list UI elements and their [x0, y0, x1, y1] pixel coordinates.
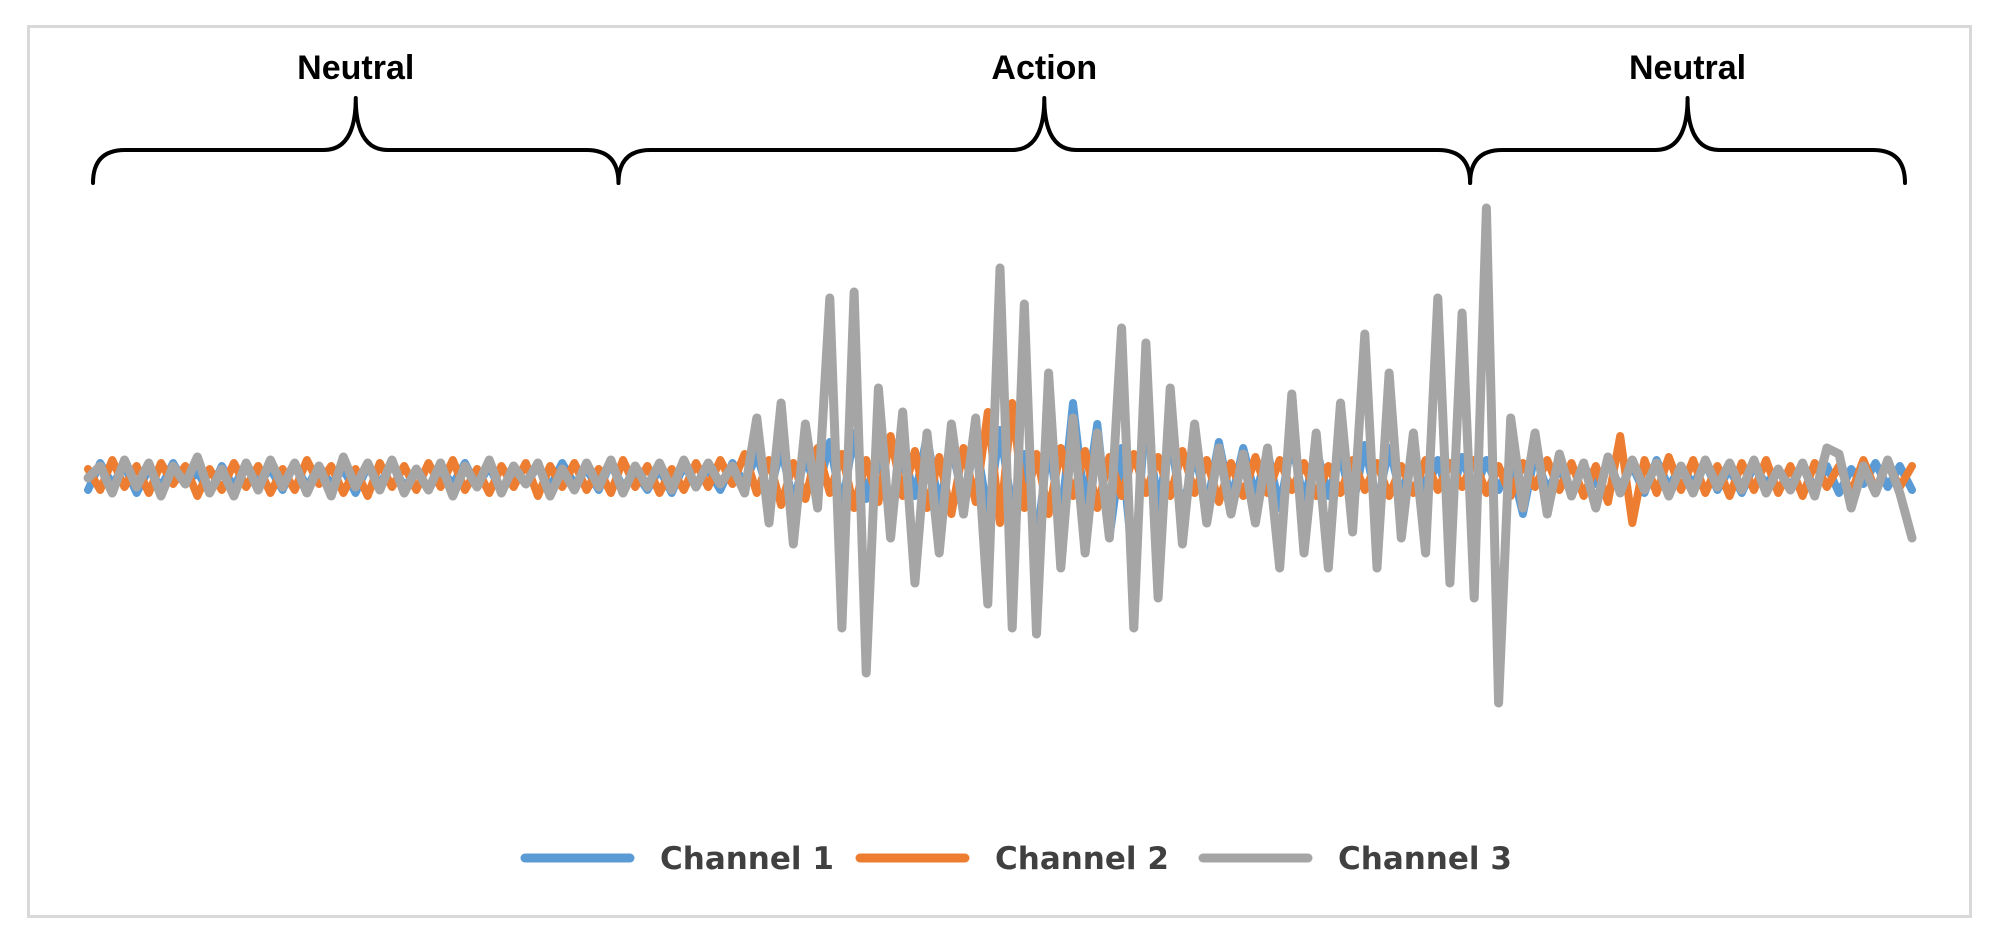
legend: Channel 1 Channel 2 Channel 3	[520, 841, 1512, 877]
phase-brace-2	[616, 96, 1473, 185]
phase-brace-1	[91, 96, 621, 185]
phase-label-3: Neutral	[1629, 49, 1746, 87]
phase-braces	[91, 96, 1907, 185]
legend-label-2: Channel 2	[995, 841, 1169, 877]
series-line-2	[84, 399, 1916, 527]
phase-label-1: Neutral	[297, 49, 414, 87]
legend-label-1: Channel 1	[660, 841, 834, 877]
legend-label-3: Channel 3	[1338, 841, 1512, 877]
series-line-3	[83, 203, 1917, 708]
series-lines	[83, 203, 1917, 708]
phase-brace-3	[1468, 96, 1907, 185]
phase-labels: Neutral Action Neutral	[297, 49, 1746, 87]
phase-label-2: Action	[991, 49, 1097, 87]
